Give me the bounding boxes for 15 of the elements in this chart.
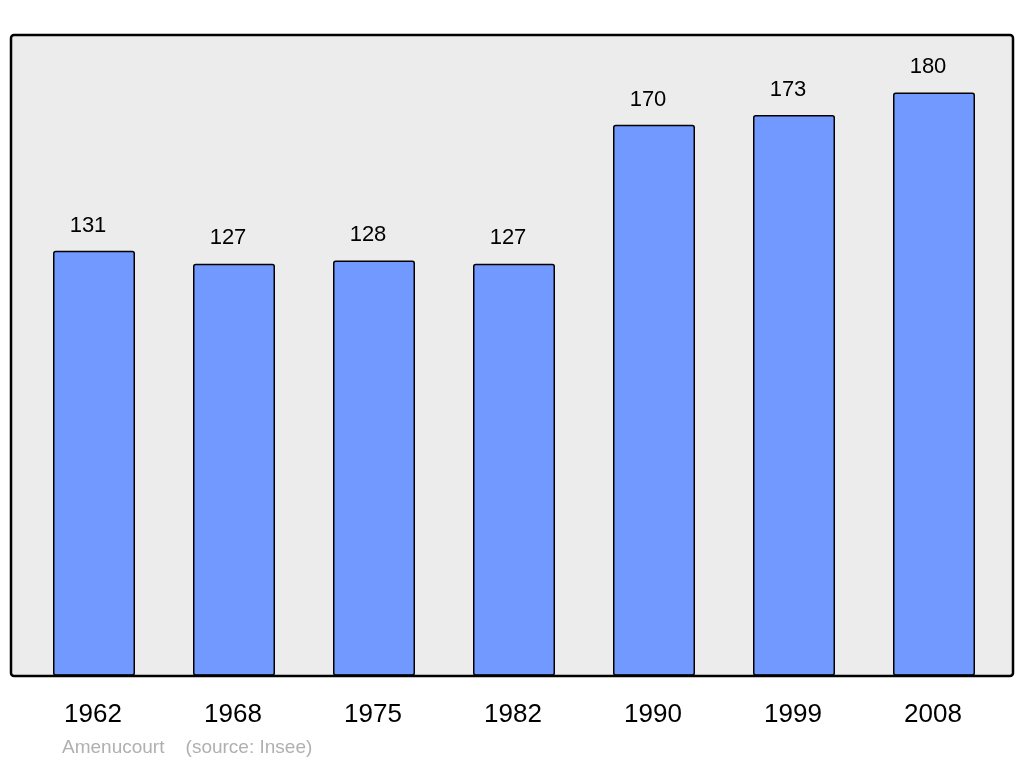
x-tick-label: 2008 (904, 698, 962, 728)
x-tick-label: 1982 (484, 698, 542, 728)
x-tick-label: 1975 (344, 698, 402, 728)
data-label: 128 (349, 221, 387, 247)
text: Amenucourt (source: Insee) (62, 736, 313, 757)
x-tick-label: 1999 (764, 698, 822, 728)
data-label: 131 (69, 211, 107, 237)
data-label: 173 (769, 75, 807, 101)
x-tick-label: 1990 (624, 698, 682, 728)
data-label: 170 (629, 85, 667, 111)
x-tick-label: 1962 (64, 698, 122, 728)
data-label: 127 (489, 224, 527, 250)
data-label: 180 (909, 53, 947, 79)
x-tick-label: 1968 (204, 698, 262, 728)
data-label: 127 (209, 224, 247, 250)
